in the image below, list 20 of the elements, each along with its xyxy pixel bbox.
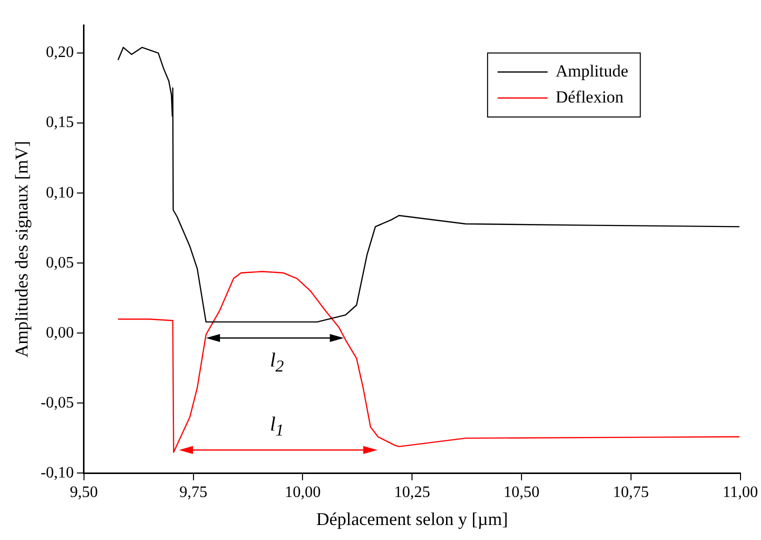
y-tick-label: 0,20 bbox=[46, 44, 74, 62]
annotation: l$_{1}$ bbox=[270, 414, 284, 441]
legend-label: Déflexion bbox=[556, 87, 624, 106]
y-tick-label: 0,10 bbox=[46, 184, 74, 202]
y-tick-label: 0,05 bbox=[46, 254, 74, 272]
x-tick-label: 10,75 bbox=[612, 484, 649, 502]
x-tick-label: 10,25 bbox=[394, 484, 430, 502]
y-tick-label: -0,05 bbox=[40, 394, 74, 412]
annotation: l$_{2}$ bbox=[270, 349, 284, 376]
x-tick-label: 10,50 bbox=[504, 484, 540, 502]
x-axis-title: Déplacement selon y [µm] bbox=[316, 508, 508, 529]
x-tick-label: 9,75 bbox=[179, 484, 208, 502]
y-axis-title: Amplitudes des signaux [mV] bbox=[12, 140, 32, 358]
legend-label: Amplitude bbox=[556, 61, 628, 80]
x-tick-label: 11,00 bbox=[722, 484, 758, 502]
y-tick-label: -0,10 bbox=[40, 464, 74, 482]
y-tick-label: 0,15 bbox=[46, 114, 74, 132]
x-tick-label: 10,00 bbox=[284, 484, 321, 502]
x-tick-label: 9,50 bbox=[70, 484, 98, 502]
y-tick-label: 0,00 bbox=[46, 324, 74, 342]
